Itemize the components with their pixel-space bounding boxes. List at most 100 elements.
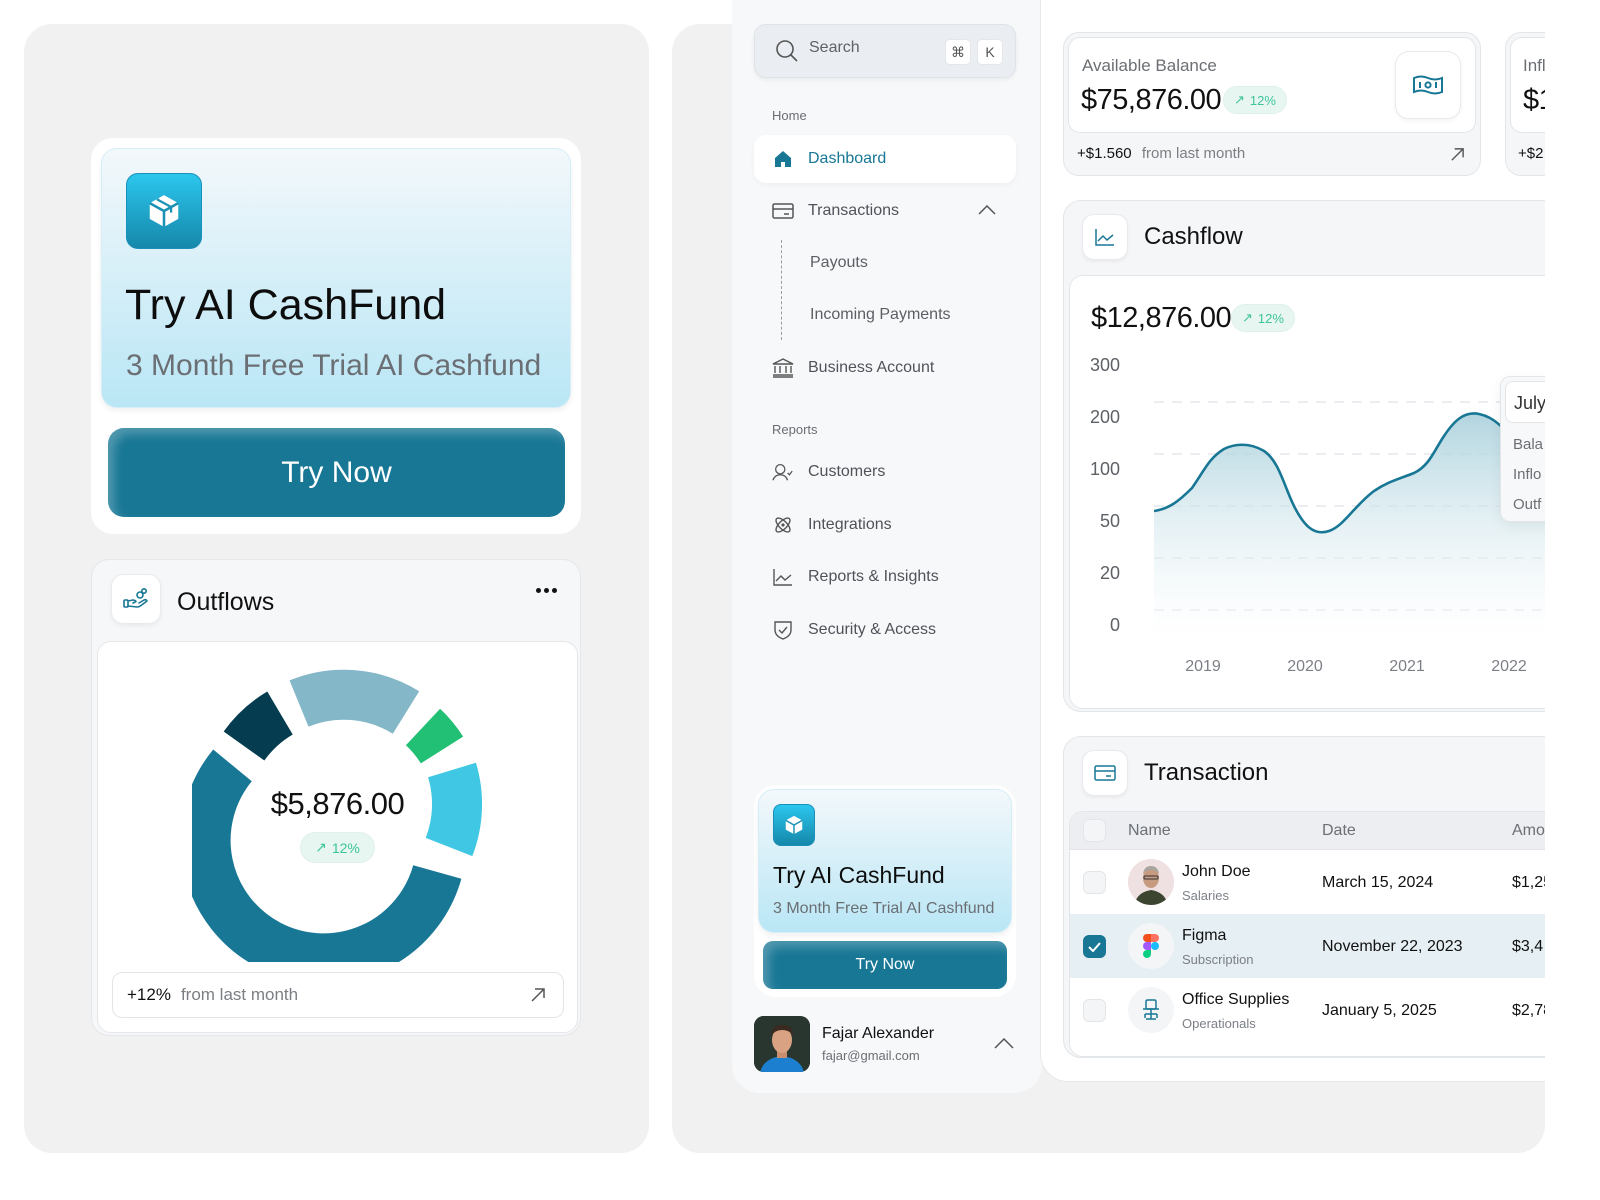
transaction-panel: Transaction Name Date Amou John Doe Sala… — [1063, 736, 1600, 1058]
stat-change-value: 12% — [1249, 92, 1276, 108]
profile-name: Fajar Alexander — [822, 1025, 935, 1042]
row-category: Subscription — [1182, 952, 1254, 967]
sidebar-item-business-account[interactable]: Business Account — [754, 344, 1016, 392]
chevron-up-icon[interactable] — [994, 1038, 1014, 1049]
row-date: November 22, 2023 — [1322, 938, 1463, 955]
arrow-up-right-icon: ↗ — [1234, 92, 1245, 107]
table-row[interactable]: Office Supplies Operationals January 5, … — [1070, 978, 1600, 1042]
row-checkbox[interactable] — [1083, 871, 1106, 894]
row-category: Salaries — [1182, 888, 1229, 903]
promo-card-content: Try AI CashFund 3 Month Free Trial AI Ca… — [758, 789, 1012, 933]
section-label-reports: Reports — [772, 422, 818, 437]
outflows-change-value: 12% — [331, 839, 360, 856]
y-tick: 50 — [1099, 511, 1120, 531]
edge-mask — [1545, 0, 1600, 1200]
package-box-icon — [773, 804, 815, 846]
avatar — [754, 1016, 810, 1072]
sidebar-item-integrations[interactable]: Integrations — [754, 501, 1016, 549]
x-tick: 2022 — [1491, 658, 1527, 675]
user-profile[interactable]: Fajar Alexander fajar@gmail.com — [754, 1016, 1016, 1072]
x-tick: 2021 — [1389, 658, 1425, 675]
outflows-footer: +12% from last month — [112, 972, 564, 1018]
sidebar-item-incoming-payments[interactable]: Incoming Payments — [810, 306, 951, 323]
transaction-table: Name Date Amou John Doe Salaries March 1… — [1069, 811, 1600, 1057]
stat-footer-text: from last month — [1141, 145, 1246, 162]
stat-label: Infl — [1523, 56, 1546, 75]
cashflow-chart-body: $12,876.00 ↗ 12% 300 200 100 50 20 0 — [1069, 275, 1600, 709]
tree-connector — [781, 240, 782, 340]
search-input[interactable] — [809, 39, 939, 57]
sidebar-item-reports-insights[interactable]: Reports & Insights — [754, 553, 1016, 601]
outflows-total: $5,876.00 — [270, 786, 405, 821]
stat-footer-value: +$1.560 — [1077, 145, 1132, 162]
sidebar-item-dashboard[interactable]: Dashboard — [754, 135, 1016, 183]
try-now-button[interactable]: Try Now — [108, 428, 565, 517]
y-tick: 200 — [1089, 407, 1120, 427]
shortcut-cmd-key: ⌘ — [945, 39, 971, 65]
sidebar-item-transactions[interactable]: Transactions — [754, 187, 1016, 235]
row-amount: $3,4 — [1512, 938, 1544, 955]
row-category: Operationals — [1182, 1016, 1256, 1031]
banknote-icon — [1395, 51, 1461, 119]
promo-title: Try AI CashFund — [125, 281, 447, 329]
arrow-up-right-icon: ↗ — [315, 839, 327, 855]
x-tick: 2020 — [1287, 658, 1323, 675]
dot-icon — [536, 588, 541, 593]
y-tick: 20 — [1099, 563, 1120, 583]
y-tick: 100 — [1089, 459, 1120, 479]
stat-value: $75,876.00 — [1081, 84, 1222, 116]
user-check-icon — [772, 461, 794, 483]
sidebar-item-label: Transactions — [808, 202, 899, 219]
tooltip-inflow: Inflo — [1513, 466, 1542, 483]
bank-icon — [772, 357, 794, 379]
stat-footer-value: +$2 — [1518, 145, 1544, 162]
more-options-button[interactable] — [536, 588, 557, 593]
sidebar-item-label: Dashboard — [808, 150, 887, 167]
search-icon — [776, 40, 798, 62]
arrow-up-right-icon: ↗ — [1242, 310, 1253, 325]
arrow-up-right-icon[interactable] — [1450, 147, 1465, 162]
select-all-checkbox[interactable] — [1083, 819, 1106, 842]
card-icon — [772, 200, 794, 222]
chevron-up-icon[interactable] — [978, 205, 996, 215]
dot-icon — [544, 588, 549, 593]
row-date: March 15, 2024 — [1322, 874, 1434, 891]
card-icon — [1082, 750, 1128, 796]
row-amount: $2,78 — [1512, 1002, 1553, 1019]
column-header-date[interactable]: Date — [1322, 822, 1356, 839]
column-header-name[interactable]: Name — [1128, 822, 1171, 839]
promo-card-small: Try AI CashFund 3 Month Free Trial AI Ca… — [754, 785, 1016, 997]
avatar — [1128, 859, 1174, 905]
sidebar-item-customers[interactable]: Customers — [754, 448, 1016, 496]
y-tick: 0 — [1109, 615, 1120, 635]
try-now-button[interactable]: Try Now — [763, 941, 1007, 989]
main-content: Available Balance $75,876.00 ↗ 12% +$1.5… — [1040, 0, 1600, 1082]
table-row[interactable]: John Doe Salaries March 15, 2024 $1,25 — [1070, 850, 1600, 914]
sidebar-item-payouts[interactable]: Payouts — [810, 254, 868, 271]
promo-title: Try AI CashFund — [773, 862, 945, 888]
outflows-donut-chart — [192, 669, 483, 962]
shield-check-icon — [772, 619, 794, 641]
row-checkbox[interactable] — [1083, 935, 1106, 958]
row-checkbox[interactable] — [1083, 999, 1106, 1022]
sidebar-item-label: Customers — [808, 463, 886, 480]
line-chart-icon — [1082, 214, 1128, 260]
sidebar-item-label: Security & Access — [808, 621, 937, 638]
arrow-up-right-icon[interactable] — [530, 987, 546, 1003]
table-row[interactable]: Figma Subscription November 22, 2023 $3,… — [1070, 914, 1600, 978]
search-bar[interactable]: ⌘ K — [754, 24, 1016, 78]
table-header: Name Date Amou — [1070, 812, 1600, 850]
cashflow-value: $12,876.00 — [1091, 302, 1232, 334]
column-header-amount[interactable]: Amou — [1512, 822, 1554, 839]
transaction-title: Transaction — [1144, 759, 1269, 786]
outflows-body: $5,876.00 ↗ 12% +12% from last month — [97, 641, 578, 1033]
figma-logo-icon — [1128, 923, 1174, 969]
promo-subtitle: 3 Month Free Trial AI Cashfund — [773, 900, 995, 917]
stat-change-badge: ↗ 12% — [1223, 86, 1287, 114]
promo-subtitle: 3 Month Free Trial AI Cashfund — [126, 349, 542, 382]
tooltip-balance: Bala — [1513, 436, 1544, 453]
outflows-title: Outflows — [177, 588, 275, 616]
sidebar-item-security-access[interactable]: Security & Access — [754, 606, 1016, 654]
home-icon — [772, 148, 794, 170]
row-amount: $1,25 — [1512, 874, 1553, 891]
